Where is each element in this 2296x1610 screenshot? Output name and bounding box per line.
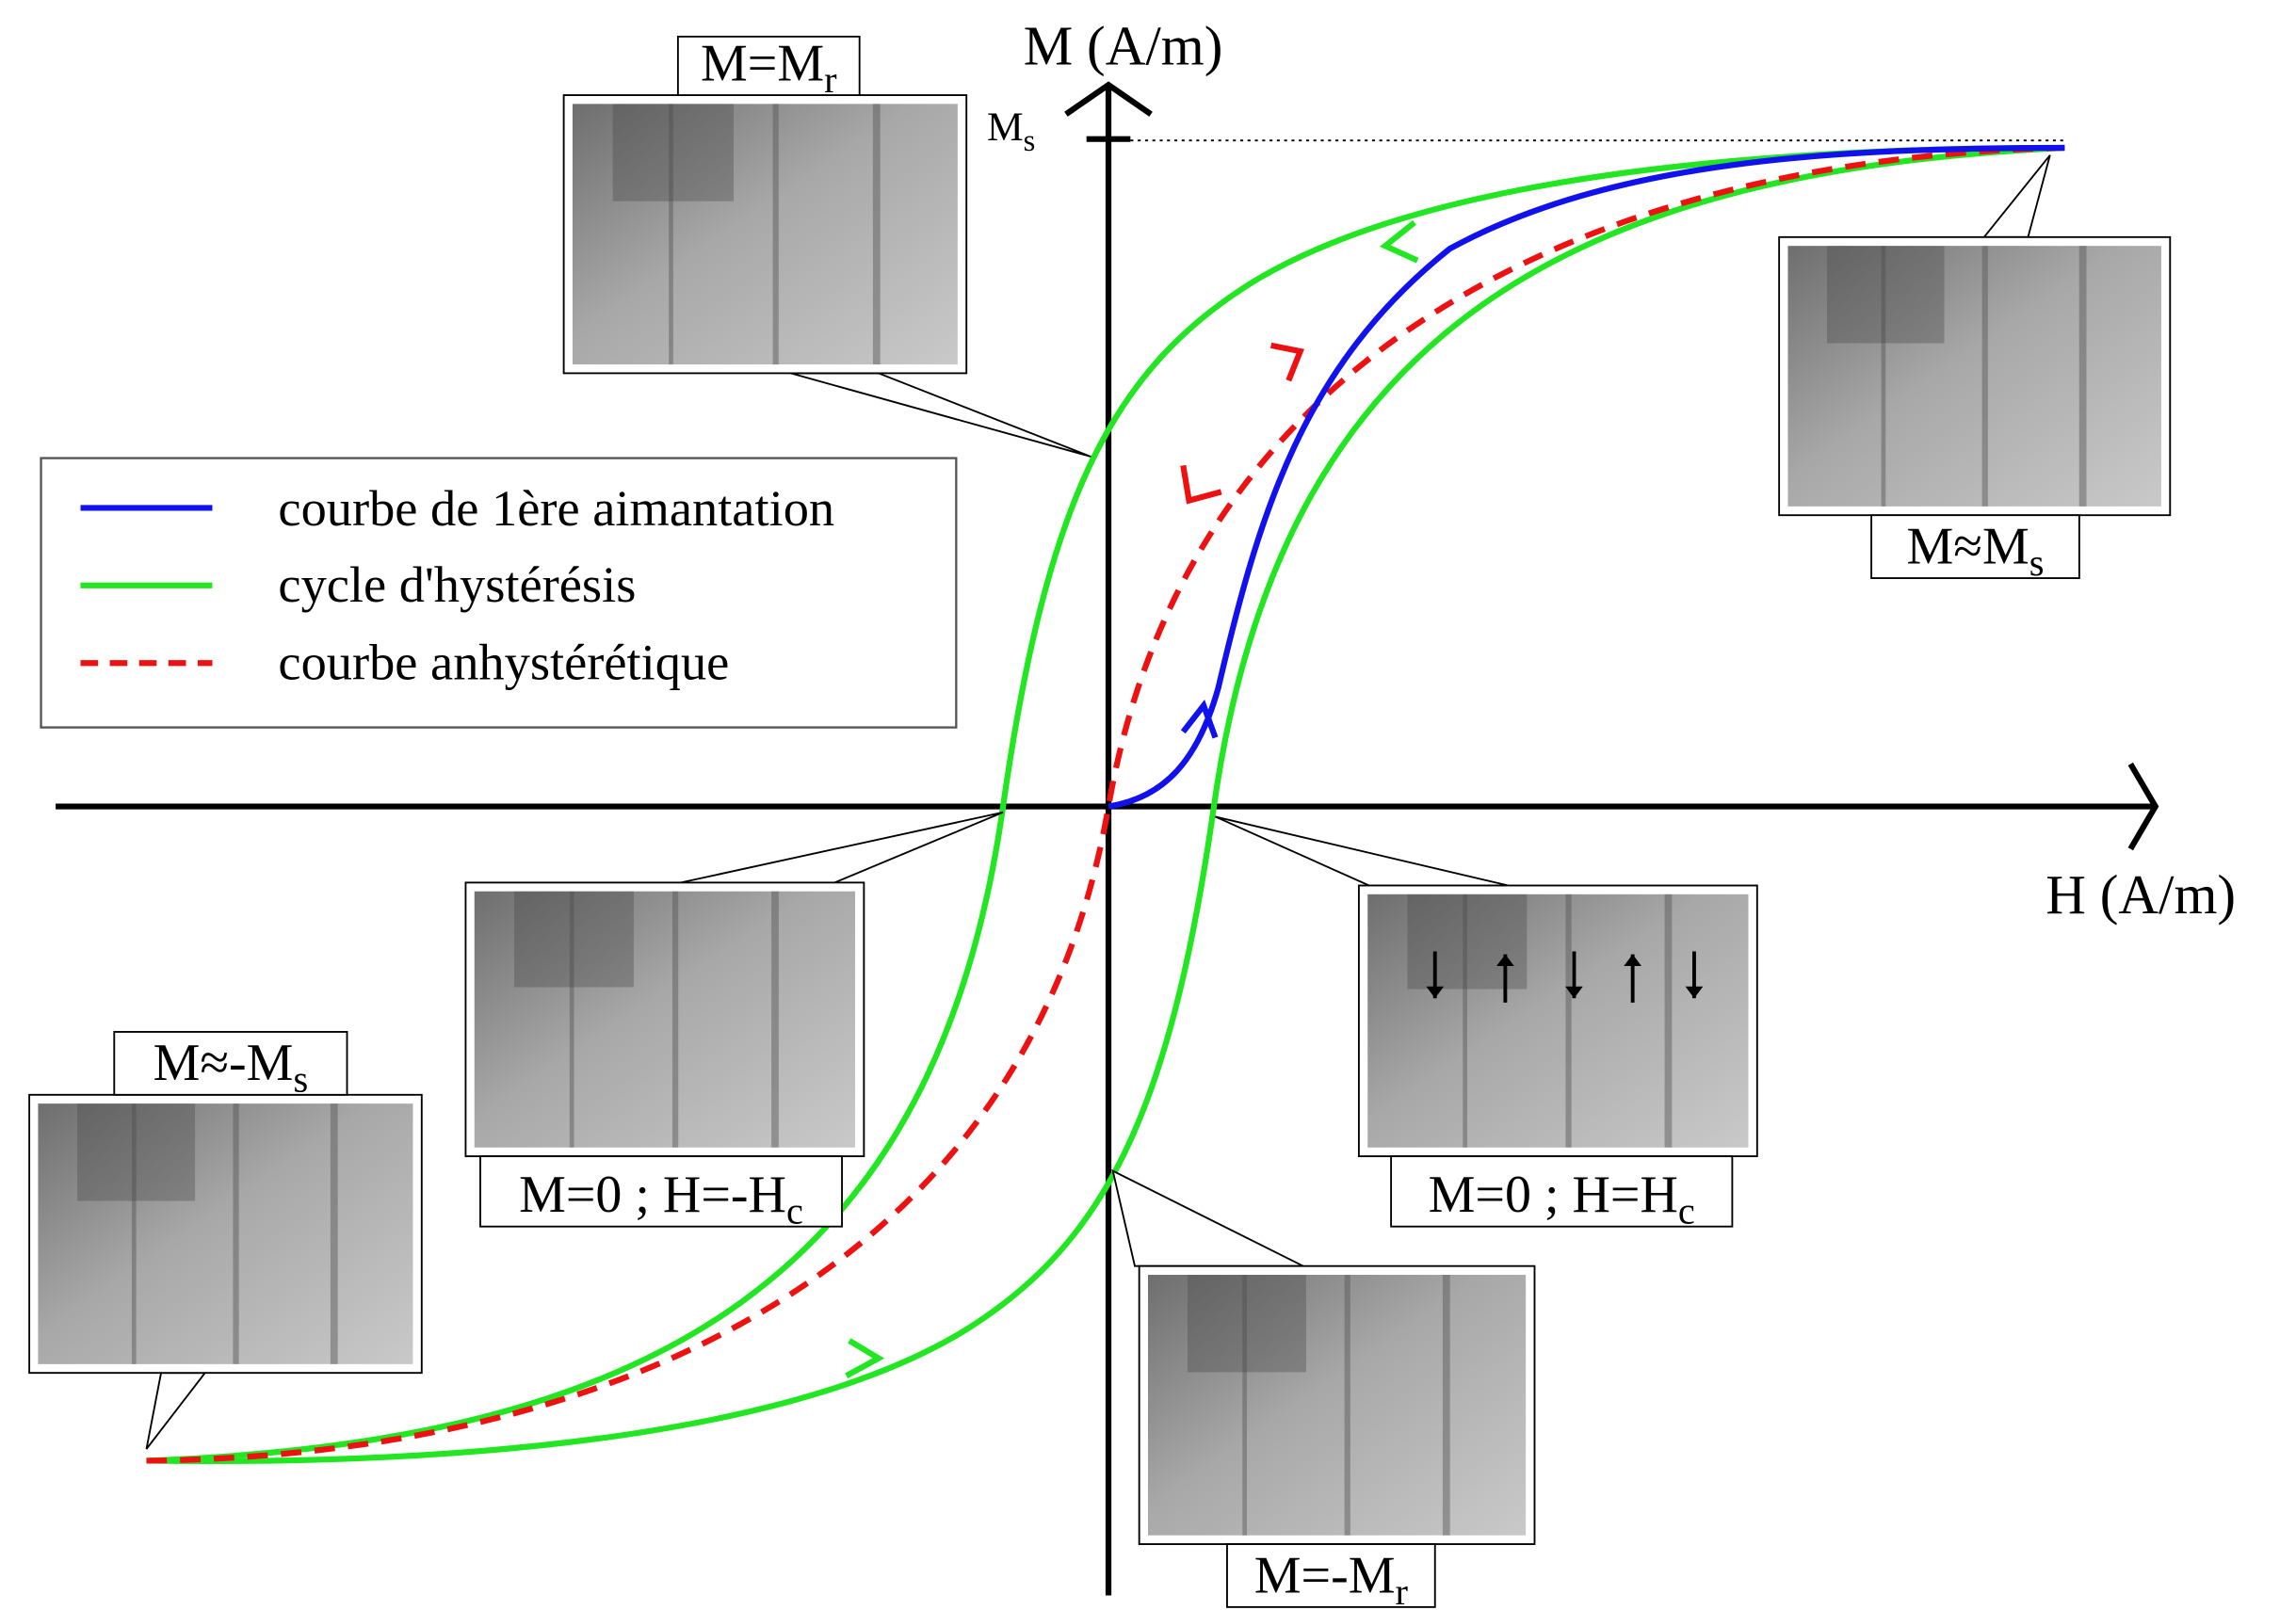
curve-arrow [1271, 346, 1301, 380]
image-label: M≈-Ms [154, 1034, 309, 1100]
domain-wall [1982, 246, 1988, 507]
domain-wall [873, 104, 881, 364]
image-shade [1408, 894, 1528, 990]
callout-pointer [1984, 155, 2050, 237]
page: M (A/m) H (A/m) Ms courbe de 1ère aimant… [0, 0, 2296, 1610]
image-label-sub: c [1678, 1190, 1695, 1232]
y-axis-label: M (A/m) [1024, 14, 1223, 76]
image-label: M=0 ; H=Hc [1429, 1166, 1695, 1232]
image-label-main: M≈-M [154, 1034, 294, 1092]
image-label: M=0 ; H=-Hc [519, 1166, 803, 1232]
curve-arrow [1183, 465, 1221, 500]
callout-pointer [146, 1373, 204, 1449]
domain-image-callout: M=-Mr [1113, 1171, 1535, 1610]
image-label-main: M=M [701, 35, 824, 93]
curve-arrow [1385, 222, 1417, 260]
ms-label: Ms [987, 105, 1035, 158]
legend: courbe de 1ère aimantation cycle d'hysté… [41, 459, 957, 728]
image-label-sub: s [293, 1058, 308, 1101]
diagram: M (A/m) H (A/m) Ms courbe de 1ère aimant… [0, 0, 2296, 1610]
callout-pointer [681, 813, 1003, 883]
image-label: M≈Ms [1907, 518, 2045, 584]
domain-wall [1345, 1275, 1350, 1536]
image-label-sub: s [2029, 541, 2045, 584]
callout-pointer [1216, 816, 1509, 885]
image-shade [613, 104, 734, 201]
x-axis-label: H (A/m) [2045, 863, 2236, 926]
domain-image-callout: M≈-Ms [29, 1032, 422, 1449]
domain-wall [672, 892, 678, 1148]
legend-label: courbe anhystérétique [278, 634, 729, 690]
callout-pointer [1113, 1171, 1303, 1266]
domain-wall [771, 892, 779, 1148]
domain-image-callout: M≈Ms [1779, 155, 2170, 584]
domain-wall [331, 1103, 338, 1364]
image-label-sub: c [786, 1190, 803, 1232]
image-label-main: M=0 ; H=H [1429, 1166, 1678, 1224]
legend-label: courbe de 1ère aimantation [278, 480, 834, 537]
domain-image-callout: M=Mr [564, 35, 1091, 458]
image-label: M=Mr [701, 35, 837, 101]
domain-wall [773, 104, 779, 364]
domain-wall [1665, 894, 1673, 1148]
callout-pointer [791, 373, 1091, 457]
image-shade [1188, 1275, 1306, 1372]
image-shade [1827, 246, 1945, 343]
image-label-main: M≈M [1907, 518, 2029, 576]
image-shade [514, 892, 634, 988]
curve-arrow [847, 1341, 879, 1376]
domain-wall [1565, 894, 1571, 1148]
image-label-main: M=0 ; H=-H [519, 1166, 786, 1224]
legend-label: cycle d'hystérésis [278, 556, 636, 613]
image-label-main: M=-M [1254, 1546, 1396, 1604]
domain-image-callout: M=0 ; H=-Hc [465, 813, 1003, 1232]
domain-wall [2079, 246, 2087, 507]
domain-image-callout: M=0 ; H=Hc [1216, 816, 1757, 1232]
image-label-sub: r [1395, 1570, 1408, 1610]
image-label-sub: r [824, 58, 837, 101]
domain-wall [1443, 1275, 1450, 1536]
image-shade [77, 1103, 195, 1200]
domain-wall [233, 1103, 238, 1364]
image-label: M=-Mr [1254, 1546, 1409, 1610]
